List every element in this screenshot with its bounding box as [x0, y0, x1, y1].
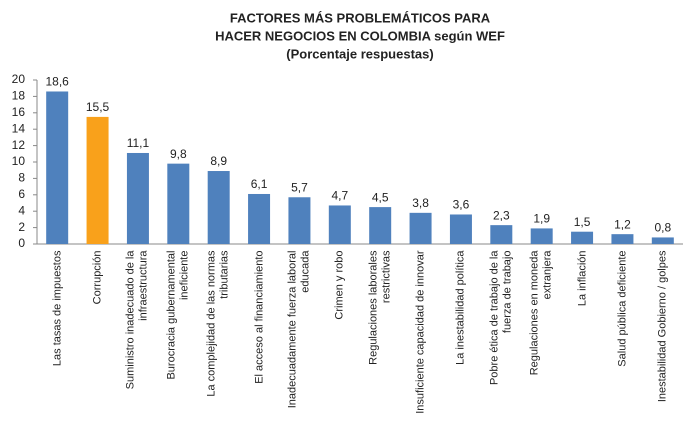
y-tick-label: 20 — [12, 72, 26, 86]
x-tick-label: Inadecuadamente fuerza laboral educada — [286, 250, 312, 408]
bar — [207, 171, 230, 244]
x-tick-label: Regulaciones en moneda extranjera — [528, 250, 554, 375]
value-label: 6,1 — [251, 177, 268, 191]
bar — [490, 225, 513, 244]
x-tick-label: Inestabilidad Gobierno / golpes — [656, 250, 669, 402]
value-label: 1,5 — [574, 215, 591, 229]
bar — [248, 193, 271, 244]
x-tick-label: Pobre ética de trabajo de la fuerza de t… — [488, 250, 514, 385]
value-label: 3,8 — [412, 196, 429, 210]
bar — [571, 231, 594, 244]
x-tick-label: Crimen y robo — [333, 250, 346, 320]
x-tick-label: Burocracia gubernamental ineficiente — [165, 250, 191, 380]
y-tick-label: 16 — [12, 105, 26, 119]
y-tick-label: 12 — [12, 138, 26, 152]
value-label: 5,7 — [291, 180, 308, 194]
y-tick-label: 0 — [18, 236, 25, 250]
x-tick-label: Suministro inadecuado de la infraestruct… — [124, 250, 150, 389]
y-tick-label: 18 — [12, 89, 26, 103]
bar — [369, 207, 392, 244]
value-label: 4,7 — [331, 189, 348, 203]
value-label: 3,6 — [453, 198, 470, 212]
bar — [46, 91, 69, 244]
y-tick-label: 14 — [12, 121, 26, 135]
value-label: 9,8 — [170, 147, 187, 161]
bar — [126, 152, 149, 244]
value-label: 11,1 — [127, 136, 150, 150]
bar — [167, 163, 190, 244]
y-tick-label: 6 — [18, 187, 25, 201]
x-tick-label: La inestabilidad política — [454, 250, 467, 365]
value-label: 0,8 — [654, 221, 671, 235]
value-label: 8,9 — [210, 154, 227, 168]
bar — [409, 212, 432, 244]
bar — [530, 228, 553, 244]
chart-title: HACER NEGOCIOS EN COLOMBIA según WEF — [215, 28, 505, 43]
y-tick-label: 2 — [18, 220, 25, 234]
x-tick-label: Corrupción — [91, 250, 104, 304]
y-tick-label: 4 — [18, 203, 25, 217]
x-tick-label: Las tasas de impuestos — [50, 250, 63, 366]
bar — [86, 116, 109, 244]
bar — [449, 214, 472, 244]
value-label: 1,9 — [533, 212, 550, 226]
value-label: 15,5 — [86, 100, 110, 114]
x-tick-label: El acceso al financiamiento — [252, 250, 265, 384]
value-label: 4,5 — [372, 190, 389, 204]
y-tick-label: 10 — [12, 154, 26, 168]
bar — [328, 205, 351, 244]
bar — [611, 234, 634, 244]
x-tick-label: Insuficiente capacidad de innovar — [414, 250, 427, 414]
value-label: 2,3 — [493, 208, 510, 222]
value-label: 18,6 — [46, 75, 70, 89]
bar — [651, 237, 674, 244]
value-label: 1,2 — [614, 217, 631, 231]
x-tick-label: Regulaciones laborales restrictivas — [367, 250, 393, 365]
x-tick-label: Salud pública deficiente — [615, 250, 628, 367]
x-tick-label: La complejidad de las normas tributarias — [205, 250, 231, 397]
chart-subtitle: (Porcentaje respuestas) — [286, 46, 433, 61]
bar — [288, 197, 311, 244]
x-tick-label: La inflación — [575, 250, 588, 306]
y-tick-label: 8 — [18, 171, 25, 185]
chart-title: FACTORES MÁS PROBLEMÁTICOS PARA — [230, 10, 491, 25]
